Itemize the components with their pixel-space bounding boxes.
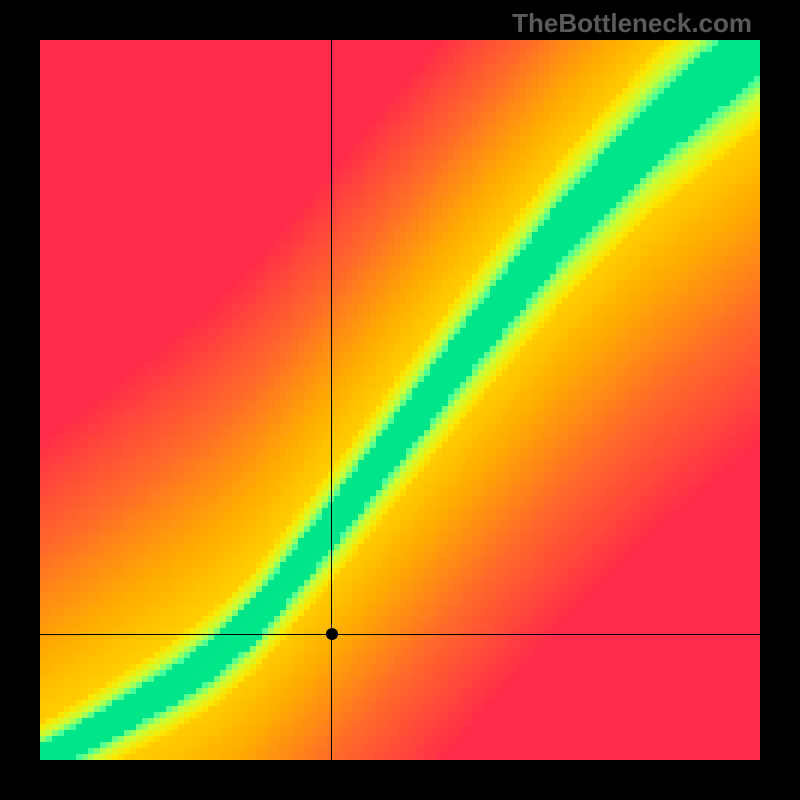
- plot-area: [40, 40, 760, 760]
- chart-frame: TheBottleneck.com: [0, 0, 800, 800]
- crosshair-marker: [326, 628, 338, 640]
- crosshair-vertical: [331, 40, 332, 760]
- watermark-text: TheBottleneck.com: [512, 8, 752, 39]
- heatmap-canvas: [40, 40, 760, 760]
- crosshair-horizontal: [40, 634, 760, 635]
